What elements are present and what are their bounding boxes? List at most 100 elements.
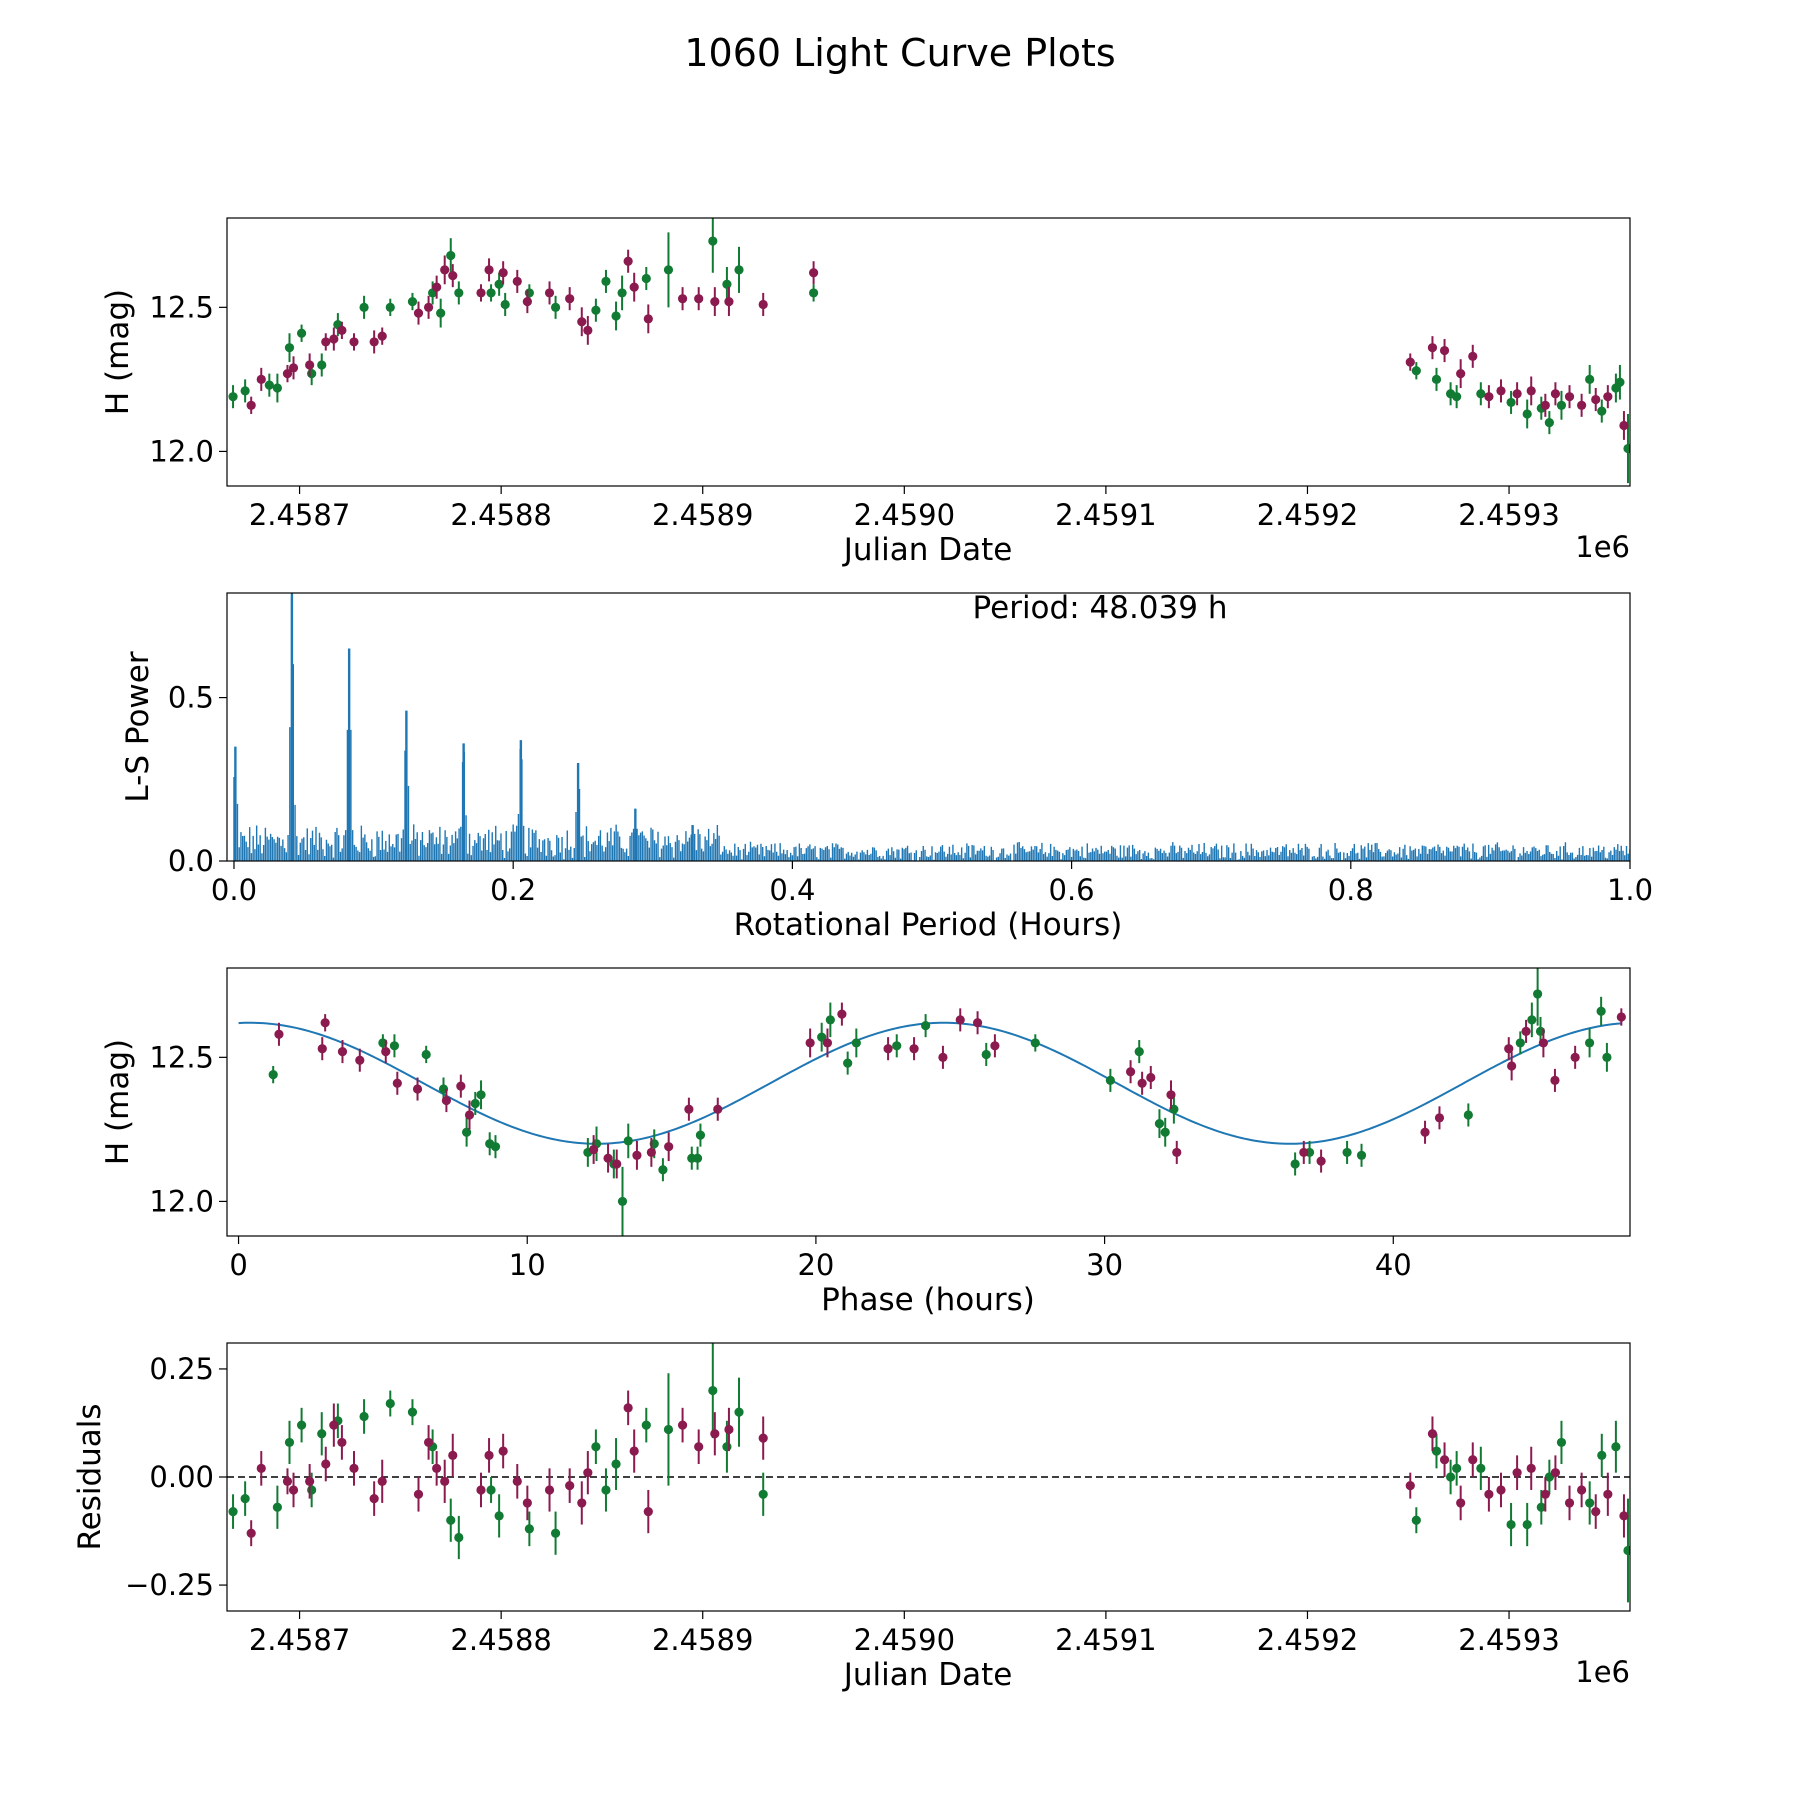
x-tick-label: 10 bbox=[509, 1248, 546, 1282]
green-data-point bbox=[228, 1506, 238, 1517]
green-data-point bbox=[1522, 1519, 1532, 1530]
maroon-data-point bbox=[1439, 1455, 1450, 1465]
periodogram-data bbox=[233, 593, 1630, 861]
x-tick-label: 2.4591 bbox=[1055, 1623, 1156, 1657]
green-data-point bbox=[825, 1015, 835, 1025]
maroon-data-point bbox=[1526, 386, 1536, 396]
green-data-point bbox=[1544, 418, 1554, 428]
maroon-data-point bbox=[1405, 1481, 1415, 1491]
x-tick-label: 2.4593 bbox=[1458, 1623, 1559, 1657]
maroon-data-point bbox=[288, 363, 299, 373]
maroon-data-point bbox=[583, 1468, 593, 1478]
maroon-data-point bbox=[694, 1442, 704, 1452]
maroon-data-point bbox=[955, 1015, 965, 1025]
maroon-data-point bbox=[1456, 1498, 1466, 1508]
green-data-point bbox=[524, 1524, 534, 1534]
maroon-data-point bbox=[565, 294, 575, 304]
green-data-point bbox=[921, 1021, 931, 1031]
maroon-data-point bbox=[498, 1446, 508, 1456]
maroon-data-point bbox=[1564, 1498, 1575, 1508]
maroon-data-point bbox=[632, 1150, 642, 1160]
green-data-point bbox=[462, 1127, 472, 1137]
residuals-x-ticks: 2.4587 2.4588 2.4589 2.4590 2.4591 2.4592 2.45… bbox=[249, 1611, 1560, 1657]
maroon-data-point bbox=[1434, 1113, 1445, 1123]
maroon-data-point bbox=[1172, 1147, 1182, 1158]
maroon-data-point bbox=[1299, 1147, 1309, 1158]
maroon-data-point bbox=[1526, 1463, 1536, 1473]
maroon-data-point bbox=[246, 1528, 256, 1538]
green-data-point bbox=[663, 1424, 674, 1435]
green-data-point bbox=[1611, 1442, 1621, 1452]
panel-light-curve: 2.4587 2.4588 2.4589 2.4590 2.4591 2.4592 2.45… bbox=[100, 217, 1631, 568]
green-data-point bbox=[1431, 374, 1442, 384]
maroon-data-point bbox=[677, 294, 688, 304]
x-tick-label: 20 bbox=[797, 1248, 834, 1282]
maroon-data-point bbox=[321, 337, 331, 347]
green-data-point bbox=[601, 1485, 611, 1495]
maroon-data-point bbox=[805, 1038, 815, 1048]
x-tick-label: 40 bbox=[1375, 1248, 1412, 1282]
green-data-point bbox=[734, 265, 744, 275]
green-data-point bbox=[1515, 1038, 1525, 1048]
green-data-point bbox=[359, 302, 369, 312]
green-data-point bbox=[296, 1420, 307, 1430]
green-data-point bbox=[1506, 397, 1516, 408]
green-data-point bbox=[421, 1049, 431, 1060]
green-data-point bbox=[591, 305, 601, 315]
green-data-point bbox=[550, 302, 561, 312]
green-data-point bbox=[240, 1494, 250, 1504]
x-tick-label: 2.4590 bbox=[854, 1623, 955, 1657]
maroon-data-point bbox=[623, 1403, 633, 1413]
green-data-point bbox=[734, 1407, 744, 1417]
x-tick-label: 2.4587 bbox=[249, 498, 350, 532]
maroon-data-point bbox=[972, 1018, 983, 1028]
maroon-data-point bbox=[498, 268, 508, 278]
green-data-point bbox=[284, 343, 295, 353]
light-curve-frame bbox=[226, 217, 1631, 487]
y-tick-label: 12.0 bbox=[149, 434, 214, 468]
maroon-data-point bbox=[603, 1153, 613, 1163]
maroon-data-point bbox=[1512, 389, 1522, 399]
maroon-data-point bbox=[413, 1489, 424, 1499]
green-data-point bbox=[708, 1385, 718, 1396]
green-data-point bbox=[641, 1420, 651, 1430]
phase-curve-xlabel: Phase (hours) bbox=[821, 1282, 1035, 1318]
maroon-data-point bbox=[544, 288, 555, 298]
green-data-point bbox=[476, 1090, 486, 1100]
maroon-data-point bbox=[476, 1485, 486, 1495]
maroon-data-point bbox=[643, 1506, 653, 1517]
maroon-data-point bbox=[305, 1476, 315, 1486]
maroon-data-point bbox=[369, 1494, 379, 1504]
y-tick-label: 0.00 bbox=[149, 1460, 214, 1494]
maroon-data-point bbox=[758, 1433, 768, 1443]
maroon-data-point bbox=[392, 1078, 402, 1088]
maroon-data-point bbox=[1616, 1012, 1626, 1022]
maroon-data-point bbox=[623, 256, 633, 266]
maroon-data-point bbox=[710, 296, 720, 307]
maroon-data-point bbox=[643, 314, 653, 324]
maroon-data-point bbox=[938, 1052, 948, 1062]
green-data-point bbox=[359, 1411, 369, 1422]
x-tick-label: 0.4 bbox=[769, 873, 815, 907]
maroon-data-point bbox=[1420, 1127, 1430, 1137]
green-data-point bbox=[1445, 1472, 1456, 1482]
x-tick-label: 2.4591 bbox=[1055, 498, 1156, 532]
green-data-point bbox=[1476, 389, 1486, 399]
green-data-point bbox=[1476, 1463, 1486, 1473]
green-data-point bbox=[1342, 1147, 1352, 1158]
green-data-point bbox=[1615, 377, 1625, 387]
light-curve-ylabel: H (mag) bbox=[100, 289, 136, 415]
green-data-point bbox=[1030, 1038, 1040, 1048]
green-data-point bbox=[758, 1489, 768, 1499]
green-data-point bbox=[1585, 1498, 1595, 1508]
green-data-point bbox=[658, 1165, 668, 1175]
green-data-point bbox=[454, 1532, 464, 1543]
green-data-point bbox=[1584, 1038, 1595, 1048]
green-data-point bbox=[1356, 1150, 1367, 1160]
green-data-point bbox=[1602, 1052, 1612, 1062]
green-data-point bbox=[708, 236, 718, 246]
figure-title: 1060 Light Curve Plots bbox=[684, 31, 1115, 75]
maroon-data-point bbox=[337, 325, 347, 335]
maroon-data-point bbox=[1550, 1075, 1560, 1085]
maroon-data-point bbox=[1577, 1485, 1587, 1495]
